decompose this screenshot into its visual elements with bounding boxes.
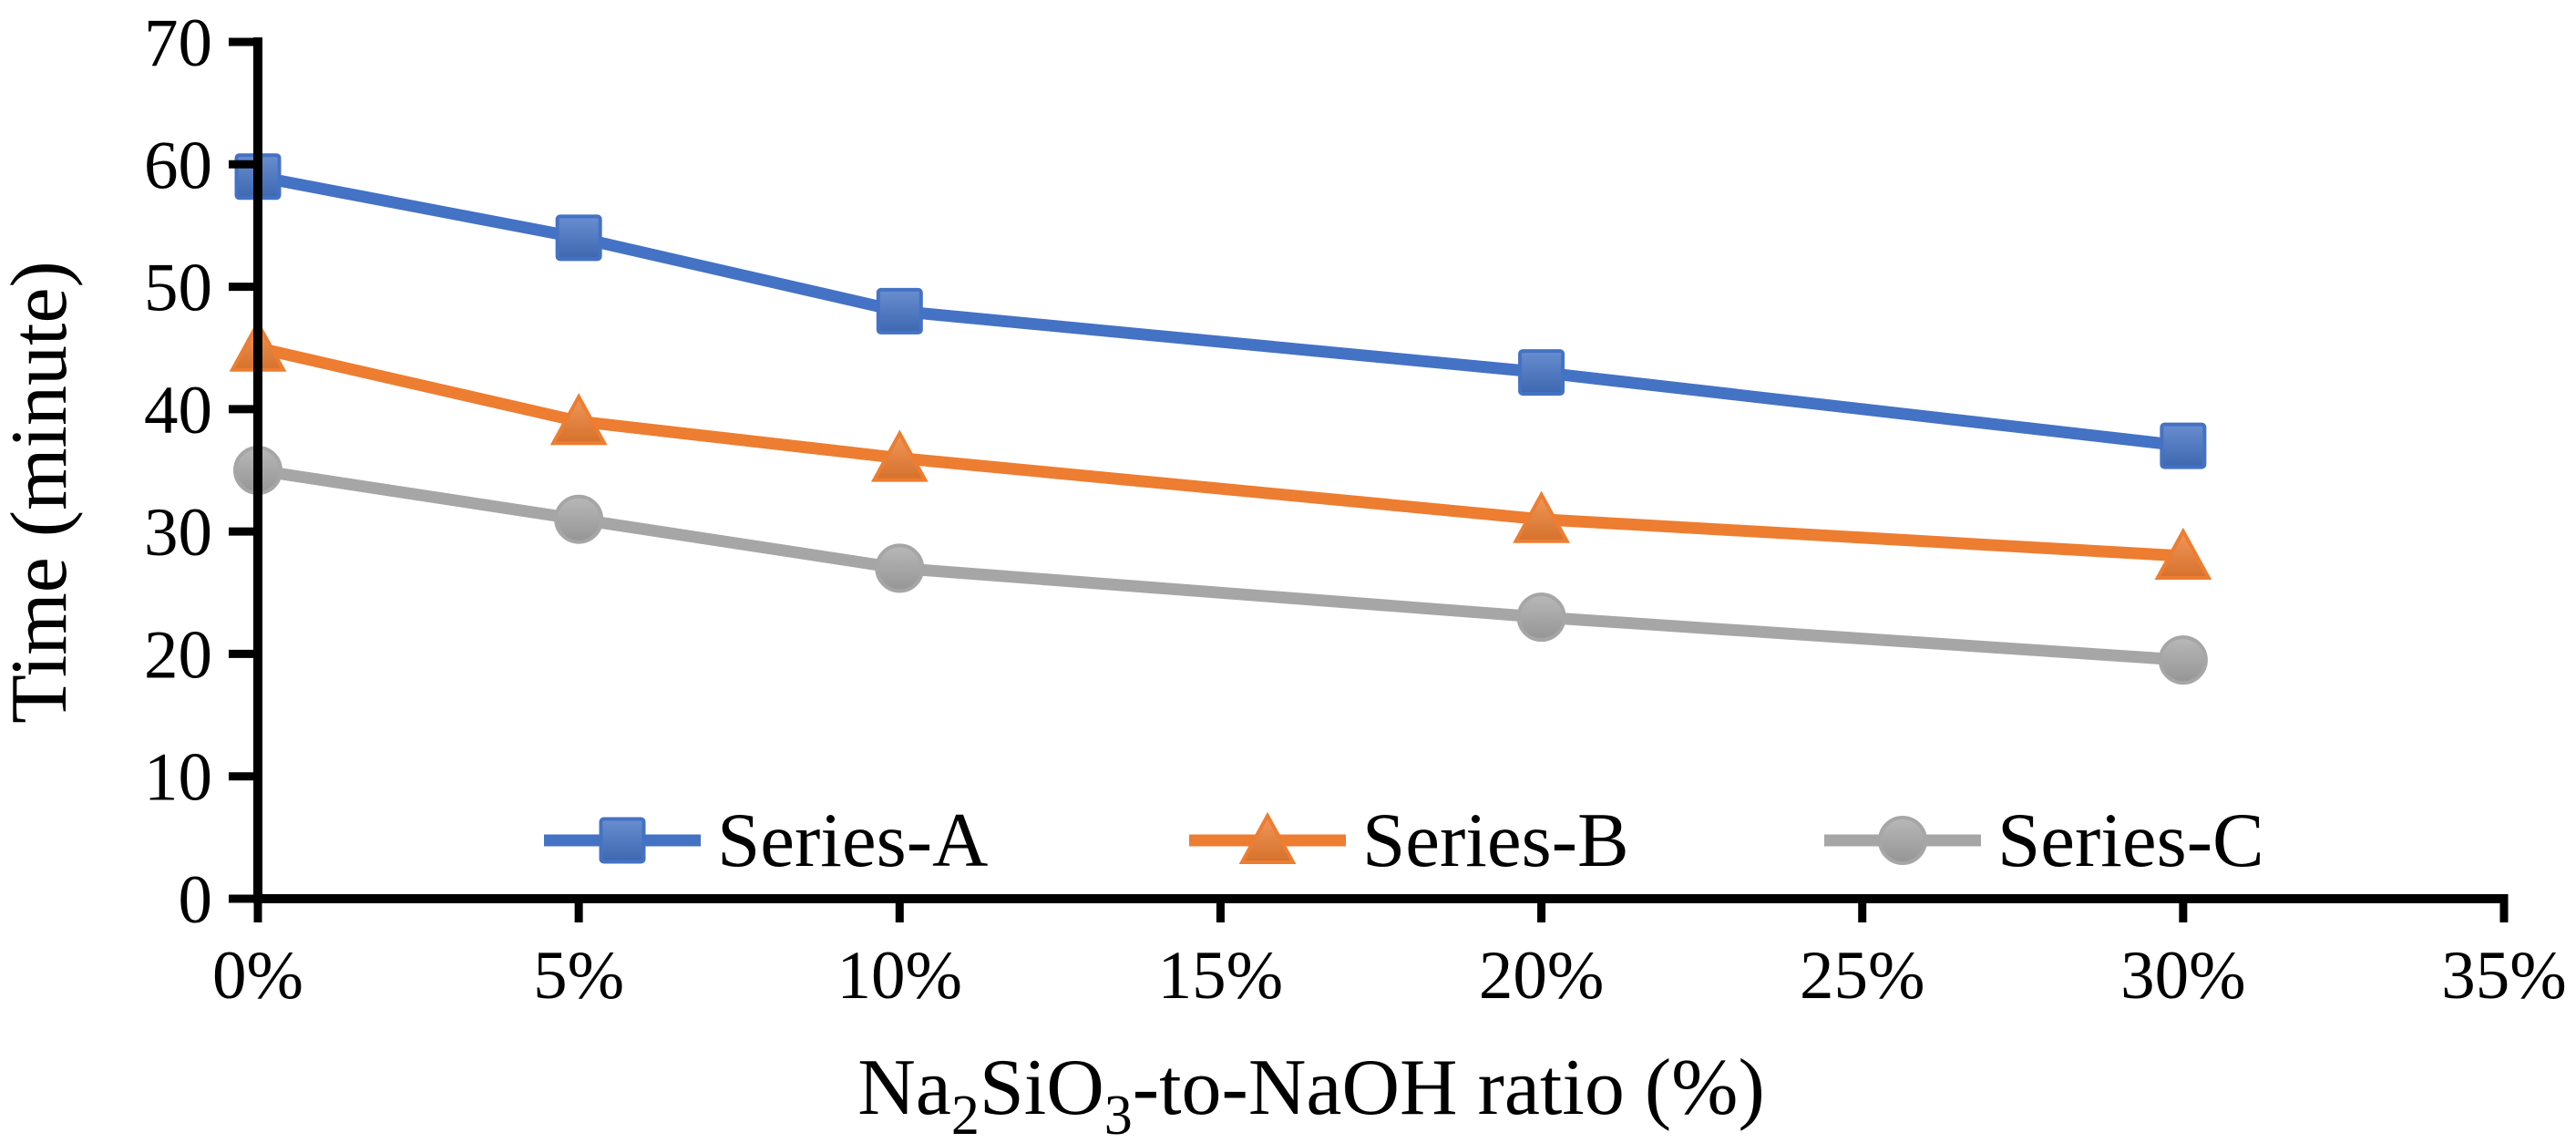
legend-item-Series-A: Series-A — [544, 798, 988, 883]
x-tick-label: 10% — [837, 938, 962, 1014]
data-point-marker — [876, 287, 923, 335]
legend-label: Series-A — [717, 798, 988, 883]
y-tick-label: 20 — [144, 617, 212, 693]
data-point-marker — [555, 214, 602, 262]
y-tick-label: 0 — [179, 862, 213, 938]
y-tick-label: 50 — [144, 251, 212, 326]
legend-label: Series-B — [1362, 798, 1629, 883]
x-tick-label: 20% — [1479, 938, 1604, 1014]
x-tick-label: 5% — [533, 938, 624, 1014]
x-tick-label: 30% — [2120, 938, 2245, 1014]
series-Series-A — [234, 153, 2207, 469]
x-tick-label: 0% — [212, 938, 303, 1014]
y-tick-label: 40 — [144, 373, 212, 448]
data-point-marker — [875, 543, 925, 593]
data-point-marker — [549, 393, 608, 446]
x-tick-label: 25% — [1800, 938, 1924, 1014]
data-point-marker — [870, 429, 929, 482]
y-tick-label: 70 — [144, 5, 212, 81]
series-line — [251, 342, 2190, 562]
axis-labels-layer: 0 10 20 30 40 50 60 70 0% 5% 10% 15% 20% 25% 30% 35% Na2… — [0, 5, 2567, 1143]
x-tick-label: 35% — [2441, 938, 2566, 1014]
y-axis-title: Time (minute) — [0, 261, 84, 724]
series-Series-B — [229, 319, 2212, 580]
data-point-marker — [2158, 635, 2208, 685]
legend-marker-square — [599, 817, 646, 864]
x-tick-label: 15% — [1158, 938, 1283, 1014]
series-line — [251, 464, 2190, 666]
legend-marker-triangle — [1238, 811, 1297, 864]
series-line — [251, 170, 2190, 452]
legend-label: Series-C — [1997, 798, 2264, 883]
data-point-marker — [2154, 527, 2212, 580]
y-tick-label: 60 — [144, 128, 212, 203]
y-tick-label: 30 — [144, 495, 212, 571]
data-point-marker — [1513, 490, 1570, 543]
legend-item-Series-B: Series-B — [1189, 798, 1629, 883]
data-point-marker — [554, 494, 604, 544]
legend-marker-circle — [1878, 816, 1927, 865]
data-point-marker — [2160, 422, 2207, 469]
data-point-marker — [1516, 592, 1566, 643]
axes-layer — [229, 37, 2509, 922]
y-tick-label: 10 — [144, 740, 212, 816]
x-axis-title: Na2SiO3-to-NaOH ratio (%) — [857, 1044, 1765, 1143]
series-layer — [229, 153, 2212, 685]
legend-item-Series-C: Series-C — [1824, 798, 2264, 883]
data-point-marker — [1518, 349, 1565, 396]
legend: Series-A Series-B Series-C — [544, 798, 2264, 883]
series-Series-C — [233, 446, 2208, 685]
